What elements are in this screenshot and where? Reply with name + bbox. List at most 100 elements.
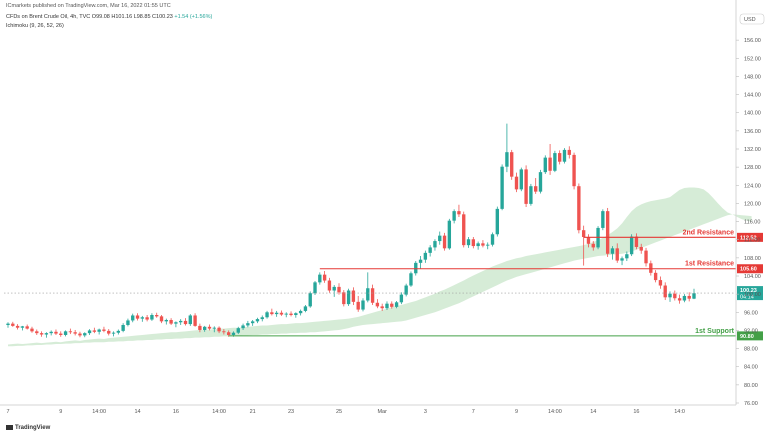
candle-body bbox=[370, 288, 375, 303]
y-tick-label: 120.00 bbox=[744, 201, 761, 207]
candle-body bbox=[553, 153, 557, 171]
tradingview-logo[interactable]: TradingView bbox=[6, 424, 50, 431]
candle-body bbox=[97, 329, 101, 332]
price-change: +1.54 (+1.56%) bbox=[174, 14, 213, 20]
candle-body bbox=[668, 293, 672, 298]
candle-body bbox=[442, 235, 447, 249]
y-tick-label: 136.00 bbox=[744, 129, 761, 135]
y-tick-label: 84.00 bbox=[744, 365, 758, 371]
candle-body bbox=[414, 262, 418, 274]
candle-body bbox=[54, 331, 58, 334]
level-name: 1st Support bbox=[695, 328, 735, 335]
candle-body bbox=[303, 306, 308, 311]
candle-body bbox=[677, 298, 682, 301]
candle-body bbox=[121, 324, 125, 331]
candle-body bbox=[169, 319, 173, 324]
candle-body bbox=[356, 301, 360, 310]
candle-body bbox=[179, 320, 183, 323]
candle-body bbox=[380, 306, 384, 309]
candle-body bbox=[687, 295, 691, 299]
candle-body bbox=[557, 153, 562, 162]
x-tick-label: 14:00 bbox=[92, 409, 106, 415]
candle-body bbox=[629, 236, 634, 255]
candle-body bbox=[49, 331, 53, 334]
candle-body bbox=[111, 332, 116, 334]
candle-body bbox=[543, 157, 547, 173]
candle-body bbox=[505, 152, 509, 167]
candle-body bbox=[203, 326, 207, 330]
candle-body bbox=[361, 300, 365, 310]
last-price-tag bbox=[737, 286, 763, 301]
candle-body bbox=[78, 333, 82, 336]
y-tick-label: 128.00 bbox=[744, 165, 761, 171]
candle-body bbox=[59, 333, 63, 335]
candle-body bbox=[663, 285, 667, 298]
candle-body bbox=[126, 320, 130, 325]
candle-body bbox=[639, 246, 643, 251]
candle-body bbox=[390, 303, 394, 307]
x-tick-label: 25 bbox=[336, 409, 342, 415]
candle-body bbox=[337, 286, 341, 293]
candle-body bbox=[188, 315, 192, 325]
ohlc-values: O99.08 H101.16 L98.85 C100.23 bbox=[91, 14, 173, 20]
candle-body bbox=[73, 332, 77, 334]
tradingview-logo-icon bbox=[6, 424, 13, 430]
last-price-countdown: 04:14 bbox=[740, 295, 754, 301]
candle-body bbox=[423, 252, 428, 260]
candle-body bbox=[236, 328, 240, 333]
level-price-tag bbox=[737, 264, 763, 274]
candle-body bbox=[577, 186, 581, 231]
candle-body bbox=[692, 293, 696, 299]
candle-body bbox=[83, 333, 87, 336]
candle-body bbox=[217, 327, 221, 332]
last-price-label: 100.23 bbox=[740, 288, 757, 294]
candle-body bbox=[212, 327, 216, 329]
candle-body bbox=[145, 317, 149, 320]
candle-body bbox=[332, 286, 336, 291]
x-tick-label: 9 bbox=[59, 409, 62, 415]
x-tick-label: 21 bbox=[250, 409, 256, 415]
candle-body bbox=[68, 331, 73, 333]
candle-body bbox=[322, 274, 327, 281]
candle-body bbox=[495, 208, 499, 235]
indicator-label: Ichimoku (9, 26, 52, 26) bbox=[6, 23, 64, 29]
y-tick-label: 140.00 bbox=[744, 111, 761, 117]
candle-body bbox=[183, 320, 188, 325]
x-tick-label: 23 bbox=[288, 409, 294, 415]
candle-body bbox=[481, 243, 485, 246]
y-tick-label: 76.00 bbox=[744, 401, 758, 407]
candle-body bbox=[279, 312, 284, 315]
candle-body bbox=[102, 329, 106, 331]
candle-body bbox=[366, 288, 370, 301]
candle-body bbox=[284, 313, 288, 315]
candle-body bbox=[131, 315, 135, 321]
candle-body bbox=[265, 312, 269, 318]
candles bbox=[6, 123, 696, 338]
candle-body bbox=[294, 313, 298, 316]
candle-body bbox=[581, 230, 586, 237]
candle-body bbox=[486, 244, 490, 246]
y-tick-label: 156.00 bbox=[744, 38, 761, 44]
candle-body bbox=[524, 169, 528, 204]
candle-body bbox=[250, 321, 255, 324]
candle-body bbox=[519, 169, 523, 190]
symbol-name: CFDs on Brent Crude Oil, 4h, TVC bbox=[6, 14, 91, 20]
candle-body bbox=[207, 326, 212, 329]
candle-body bbox=[226, 332, 231, 335]
candle-body bbox=[586, 236, 591, 244]
candle-body bbox=[452, 211, 456, 221]
candle-body bbox=[164, 319, 168, 322]
candle-body bbox=[605, 211, 610, 254]
ichimoku-cloud bbox=[8, 187, 752, 347]
candle-body bbox=[174, 322, 178, 324]
candle-body bbox=[466, 239, 471, 246]
y-tick-label: 100.00 bbox=[744, 292, 761, 298]
candle-body bbox=[428, 247, 432, 253]
candle-body bbox=[39, 333, 44, 335]
publisher-line: ICmarkets published on TradingView.com, … bbox=[6, 3, 171, 9]
level-name: 2nd Resistance bbox=[683, 229, 734, 236]
x-tick-label: 14 bbox=[134, 409, 140, 415]
candle-body bbox=[404, 285, 408, 295]
